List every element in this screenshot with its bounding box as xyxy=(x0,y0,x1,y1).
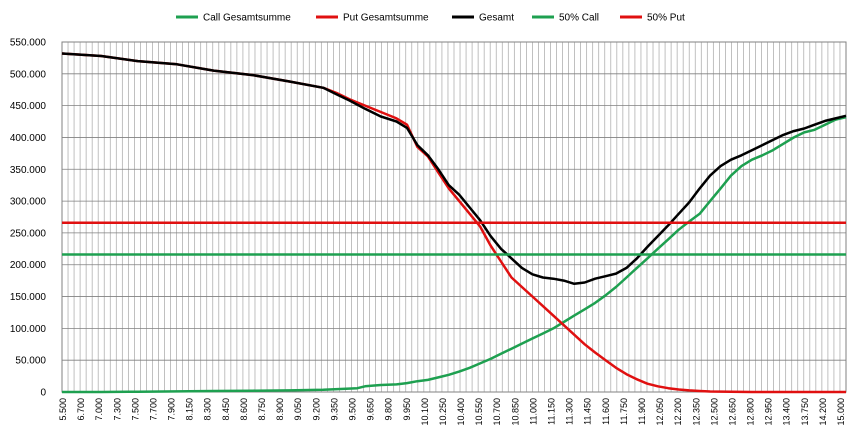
legend-label-1: Call Gesamtsumme xyxy=(203,13,291,24)
x-tick-label: 12.500 xyxy=(709,398,719,426)
x-tick-label: 11.150 xyxy=(547,398,557,425)
y-tick-label: 100.000 xyxy=(10,324,47,335)
x-tick-label: 11.450 xyxy=(583,398,593,425)
x-tick-label: 9.650 xyxy=(366,398,376,421)
x-tick-label: 10.400 xyxy=(456,398,466,426)
y-tick-label: 500.000 xyxy=(10,69,47,80)
x-tick-label: 8.600 xyxy=(239,398,249,421)
x-tick-label: 7.000 xyxy=(94,398,104,421)
y-tick-label: 300.000 xyxy=(10,197,47,208)
series-line-3 xyxy=(61,52,847,286)
x-tick-label: 12.350 xyxy=(691,398,701,426)
x-tick-label: 13.400 xyxy=(782,398,792,426)
x-tick-label: 10.100 xyxy=(420,398,430,426)
x-tick-label: 8.750 xyxy=(257,398,267,421)
x-tick-label: 7.500 xyxy=(130,398,140,421)
x-tick-label: 7.900 xyxy=(167,398,177,421)
x-tick-label: 9.200 xyxy=(311,398,321,421)
x-tick-label: 8.450 xyxy=(221,398,231,421)
y-tick-label: 350.000 xyxy=(10,165,47,176)
x-tick-label: 15.000 xyxy=(836,398,846,426)
x-tick-label: 9.800 xyxy=(384,398,394,421)
y-tick-label: 550.000 xyxy=(10,38,47,49)
y-tick-label: 250.000 xyxy=(10,228,47,239)
x-tick-label: 9.050 xyxy=(293,398,303,421)
x-tick-label: 10.550 xyxy=(474,398,484,426)
x-tick-label: 10.700 xyxy=(492,398,502,426)
x-tick-label: 11.300 xyxy=(565,398,575,425)
x-tick-label: 9.500 xyxy=(347,398,357,421)
series-line-1 xyxy=(62,115,847,394)
x-tick-label: 8.900 xyxy=(275,398,285,421)
y-tick-label: 150.000 xyxy=(10,292,47,303)
x-tick-label: 6.700 xyxy=(76,398,86,421)
x-tick-label: 10.850 xyxy=(510,398,520,426)
x-tick-label: 12.800 xyxy=(746,398,756,426)
legend-label-3: Gesamt xyxy=(479,13,514,24)
x-tick-label: 8.150 xyxy=(185,398,195,421)
x-tick-label: 9.350 xyxy=(329,398,339,421)
x-tick-label: 10.250 xyxy=(438,398,448,426)
x-tick-label: 11.900 xyxy=(637,398,647,425)
y-tick-label: 400.000 xyxy=(10,133,47,144)
x-tick-label: 14.200 xyxy=(818,398,828,426)
x-tick-label: 12.200 xyxy=(673,398,683,426)
legend-label-4: 50% Call xyxy=(559,13,599,24)
x-tick-label: 7.700 xyxy=(148,398,158,421)
legend-label-2: Put Gesamtsumme xyxy=(343,13,429,24)
x-tick-label: 11.000 xyxy=(528,398,538,425)
plot-area: 0 50.000 100.000 150.000 200.000 250.000 300.0… xyxy=(10,38,847,426)
x-tick-label: 8.300 xyxy=(203,398,213,421)
x-tick-label: 9.950 xyxy=(402,398,412,421)
y-tick-label: 450.000 xyxy=(10,101,47,112)
x-tick-label: 7.300 xyxy=(112,398,122,421)
x-tick-label: 12.950 xyxy=(764,398,774,426)
x-tick-label: 12.050 xyxy=(655,398,665,426)
legend-label-5: 50% Put xyxy=(647,13,685,24)
x-tick-label: 5.500 xyxy=(58,398,68,421)
x-tick-label: 12.650 xyxy=(727,398,737,426)
x-tick-label: 13.750 xyxy=(800,398,810,426)
x-tick-label: 11.750 xyxy=(619,398,629,425)
y-tick-label: 50.000 xyxy=(15,356,46,367)
legend: Call Gesamtsumme Put Gesamtsumme Gesamt 50%… xyxy=(176,13,685,24)
y-tick-label: 200.000 xyxy=(10,260,47,271)
x-tick-label: 11.600 xyxy=(601,398,611,425)
y-tick-label: 0 xyxy=(40,388,46,399)
